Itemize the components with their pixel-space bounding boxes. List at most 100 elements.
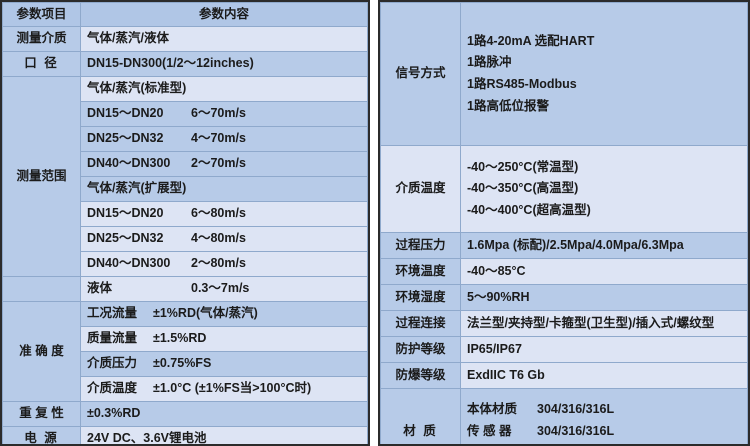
row-label-repeatability: 重 复 性 <box>2 401 81 427</box>
table-header-row: 参数项目 参数内容 <box>2 2 368 27</box>
table-row-range-ext-2: DN25～DN32 4～80m/s <box>3 226 368 252</box>
table-row-range-ext-3: DN40～DN300 2～80m/s <box>3 251 368 277</box>
range-line-standard-1: DN15～DN20 6～70m/s <box>80 101 368 127</box>
range-line-standard-3: DN40～DN300 2～70m/s <box>80 151 368 177</box>
header-col-parameter-content: 参数内容 <box>80 2 368 27</box>
row-value-process-pressure: 1.6Mpa (标配)/2.5Mpa/4.0Mpa/6.3Mpa <box>460 232 748 259</box>
row-label-accuracy: 准 确 度 <box>2 301 81 402</box>
range-line-extended-2: DN25～DN32 4～80m/s <box>80 226 368 252</box>
range-dn-standard-2: DN25～DN32 <box>87 131 164 146</box>
table-row-ambient-humidity: 环境湿度 5～90%RH <box>380 284 748 311</box>
accuracy-value-4: ±1.0°C (±1%FS当>100°C时) <box>153 381 312 396</box>
table-row-range-std-title: 测量范围 气体/蒸汽(标准型) <box>2 76 368 277</box>
accuracy-item-3: 介质压力 ±0.75%FS <box>80 351 368 377</box>
table-row-repeatability: 重 复 性 ±0.3%RD <box>2 401 368 427</box>
table-row-process-pressure: 过程压力 1.6Mpa (标配)/2.5Mpa/4.0Mpa/6.3Mpa <box>380 232 748 259</box>
row-label-ambient-humidity: 环境湿度 <box>380 284 461 311</box>
range-group-standard-title: 气体/蒸汽(标准型) <box>80 76 368 102</box>
material-item-2: 传 感 器 304/316/316L <box>467 421 741 443</box>
row-label-caliber: 口 径 <box>2 51 81 77</box>
accuracy-key-1: 工况流量 <box>87 306 138 321</box>
medium-temp-line-3: -40～400°C(超高温型) <box>467 202 591 217</box>
row-label-explosion-grade: 防爆等级 <box>380 362 461 389</box>
accuracy-key-3: 介质压力 <box>87 356 138 371</box>
row-label-medium-temperature: 介质温度 <box>380 145 461 233</box>
range-line-liquid: 液体 0.3～7m/s <box>80 276 368 302</box>
row-label-power: 电 源 <box>2 426 81 444</box>
row-value-measuring-medium: 气体/蒸汽/液体 <box>80 26 368 52</box>
range-speed-extended-3: 2～80m/s <box>191 256 246 271</box>
accuracy-value-2: ±1.5%RD <box>153 331 207 346</box>
row-value-ambient-humidity: 5～90%RH <box>460 284 748 311</box>
row-value-process-connection: 法兰型/夹持型/卡箍型(卫生型)/插入式/螺纹型 <box>460 310 748 337</box>
accuracy-value-3: ±0.75%FS <box>153 356 212 371</box>
range-dn-extended-1: DN15～DN20 <box>87 206 164 221</box>
row-label-measuring-range: 测量范围 <box>2 76 81 277</box>
row-value-ambient-temperature: -40～85°C <box>460 258 748 285</box>
range-dn-standard-1: DN15～DN20 <box>87 106 164 121</box>
range-line-extended-1: DN15～DN20 6～80m/s <box>80 201 368 227</box>
row-label-ambient-temperature: 环境温度 <box>380 258 461 285</box>
table-row-range-ext-title: 气体/蒸汽(扩展型) <box>3 176 368 202</box>
range-line-standard-2: DN25～DN32 4～70m/s <box>80 126 368 152</box>
medium-temp-line-1: -40～250°C(常温型) <box>467 159 579 174</box>
range-line-extended-3: DN40～DN300 2～80m/s <box>80 251 368 277</box>
row-value-protection-grade: IP65/IP67 <box>460 336 748 363</box>
signal-line-1: 1路4-20mA 选配HART <box>467 33 595 48</box>
range-speed-standard-3: 2～70m/s <box>191 156 246 171</box>
material-value-1: 304/316/316L <box>537 402 615 417</box>
table-row-range-std-2: DN25～DN32 4～70m/s <box>3 126 368 152</box>
table-row-accuracy-4: 介质温度 ±1.0°C (±1%FS当>100°C时) <box>3 376 368 402</box>
range-speed-extended-1: 6～80m/s <box>191 206 246 221</box>
left-spec-table: 参数项目 参数内容 测量介质 气体/蒸汽/液体 口 径 DN15-DN300(1… <box>0 0 370 446</box>
row-value-explosion-grade: ExdIIC T6 Gb <box>460 362 748 389</box>
row-label-protection-grade: 防护等级 <box>380 336 461 363</box>
range-dn-liquid: 液体 <box>87 281 113 296</box>
table-row-caliber: 口 径 DN15-DN300(1/2～12inches) <box>2 51 368 77</box>
row-label-signal-mode: 信号方式 <box>380 2 461 146</box>
table-row-process-connection: 过程连接 法兰型/夹持型/卡箍型(卫生型)/插入式/螺纹型 <box>380 310 748 337</box>
material-key-2: 传 感 器 <box>467 423 512 438</box>
table-row-power: 电 源 24V DC、3.6V锂电池 <box>2 426 368 444</box>
material-item-3: 仪表壳体铝 <box>467 442 741 444</box>
row-value-medium-temperature: -40～250°C(常温型) -40～350°C(高温型) -40～400°C(… <box>460 145 748 233</box>
table-row-protection-grade: 防护等级 IP65/IP67 <box>380 336 748 363</box>
material-item-1: 本体材质 304/316/316L <box>467 399 741 421</box>
table-row-ambient-temperature: 环境温度 -40～85°C <box>380 258 748 285</box>
range-speed-standard-1: 6～70m/s <box>191 106 246 121</box>
signal-line-4: 1路高低位报警 <box>467 98 549 113</box>
row-label-process-pressure: 过程压力 <box>380 232 461 259</box>
table-row-range-std-1: DN15～DN20 6～70m/s <box>3 101 368 127</box>
range-speed-standard-2: 4～70m/s <box>191 131 246 146</box>
signal-line-2: 1路脉冲 <box>467 55 512 70</box>
table-row-signal-mode: 信号方式 1路4-20mA 选配HART 1路脉冲 1路RS485-Modbus… <box>380 2 748 146</box>
table-row-range-liquid: 液体 0.3～7m/s <box>2 276 368 302</box>
row-value-material: 本体材质 304/316/316L 传 感 器 304/316/316L 仪表壳体铝 <box>460 388 748 444</box>
right-table: 信号方式 1路4-20mA 选配HART 1路脉冲 1路RS485-Modbus… <box>380 2 748 444</box>
table-row-accuracy-1: 准 确 度 工况流量 ±1%RD(气体/蒸汽) <box>2 301 368 402</box>
accuracy-key-2: 质量流量 <box>87 331 138 346</box>
left-table: 参数项目 参数内容 测量介质 气体/蒸汽/液体 口 径 DN15-DN300(1… <box>2 2 368 444</box>
range-group-extended-title: 气体/蒸汽(扩展型) <box>80 176 368 202</box>
table-row-medium-temperature: 介质温度 -40～250°C(常温型) -40～350°C(高温型) -40～4… <box>380 145 748 233</box>
material-key-1: 本体材质 <box>467 402 518 417</box>
accuracy-value-1: ±1%RD(气体/蒸汽) <box>153 306 258 321</box>
table-row-range-std-3: DN40～DN300 2～70m/s <box>3 151 368 177</box>
accuracy-key-4: 介质温度 <box>87 381 138 396</box>
row-value-power: 24V DC、3.6V锂电池 <box>80 426 368 444</box>
row-label-range-spacer <box>2 276 81 302</box>
table-row-measuring-medium: 测量介质 气体/蒸汽/液体 <box>2 26 368 52</box>
row-value-caliber: DN15-DN300(1/2～12inches) <box>80 51 368 77</box>
row-label-material: 材 质 <box>380 388 461 444</box>
table-row-explosion-grade: 防爆等级 ExdIIC T6 Gb <box>380 362 748 389</box>
medium-temp-line-2: -40～350°C(高温型) <box>467 181 579 196</box>
range-dn-extended-3: DN40～DN300 <box>87 256 171 271</box>
signal-line-3: 1路RS485-Modbus <box>467 77 577 91</box>
range-dn-extended-2: DN25～DN32 <box>87 231 164 246</box>
range-dn-standard-3: DN40～DN300 <box>87 156 171 171</box>
row-label-measuring-medium: 测量介质 <box>2 26 81 52</box>
accuracy-item-2: 质量流量 ±1.5%RD <box>80 326 368 352</box>
row-value-repeatability: ±0.3%RD <box>80 401 368 427</box>
range-speed-liquid: 0.3～7m/s <box>191 281 250 296</box>
